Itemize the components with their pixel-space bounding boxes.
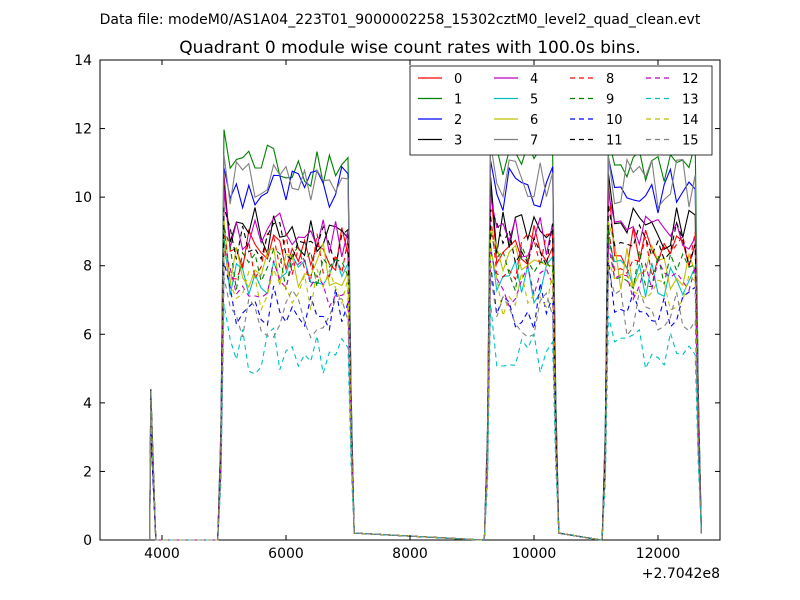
x-tick-label: 6000 — [268, 546, 304, 562]
legend-frame — [409, 65, 713, 156]
series-line-14 — [149, 248, 702, 541]
legend-label: 0 — [454, 72, 462, 87]
legend-label: 13 — [682, 93, 699, 108]
series-layer — [149, 123, 702, 541]
x-offset-label: +2.7042e8 — [642, 566, 720, 582]
series-line-15 — [149, 269, 702, 541]
y-tick-label: 0 — [83, 533, 92, 549]
legend-label: 9 — [606, 93, 614, 108]
series-line-4 — [149, 188, 702, 541]
legend-label: 4 — [530, 72, 538, 87]
legend-label: 1 — [454, 93, 462, 108]
chart-title: Quadrant 0 module wise count rates with … — [179, 38, 640, 58]
x-tick-label: 4000 — [144, 546, 180, 562]
legend-label: 12 — [682, 72, 699, 87]
series-line-12 — [149, 244, 702, 541]
y-tick-label: 12 — [74, 122, 92, 138]
y-tick-label: 10 — [74, 190, 92, 206]
legend-label: 5 — [530, 93, 538, 108]
y-tick-label: 4 — [83, 396, 92, 412]
y-tick-label: 6 — [83, 327, 92, 343]
x-tick-label: 10000 — [512, 546, 557, 562]
legend-label: 3 — [454, 134, 462, 149]
series-line-9 — [149, 226, 702, 541]
legend-label: 8 — [606, 72, 614, 87]
legend-label: 7 — [530, 134, 538, 149]
x-tick-label: 8000 — [392, 546, 428, 562]
series-line-8 — [149, 214, 702, 541]
legend-label: 10 — [606, 113, 623, 128]
legend-label: 6 — [530, 113, 538, 128]
legend-label: 2 — [454, 113, 462, 128]
legend-label: 15 — [682, 134, 699, 149]
legend-label: 11 — [606, 134, 623, 149]
y-tick-label: 8 — [83, 259, 92, 275]
series-line-13 — [149, 303, 702, 541]
data-file-header: Data file: modeM0/AS1A04_223T01_90000022… — [100, 12, 701, 28]
legend-label: 14 — [682, 113, 699, 128]
series-line-11 — [149, 204, 702, 541]
y-tick-label: 14 — [74, 53, 92, 69]
y-tick-label: 2 — [83, 464, 92, 480]
x-tick-label: 12000 — [636, 546, 681, 562]
